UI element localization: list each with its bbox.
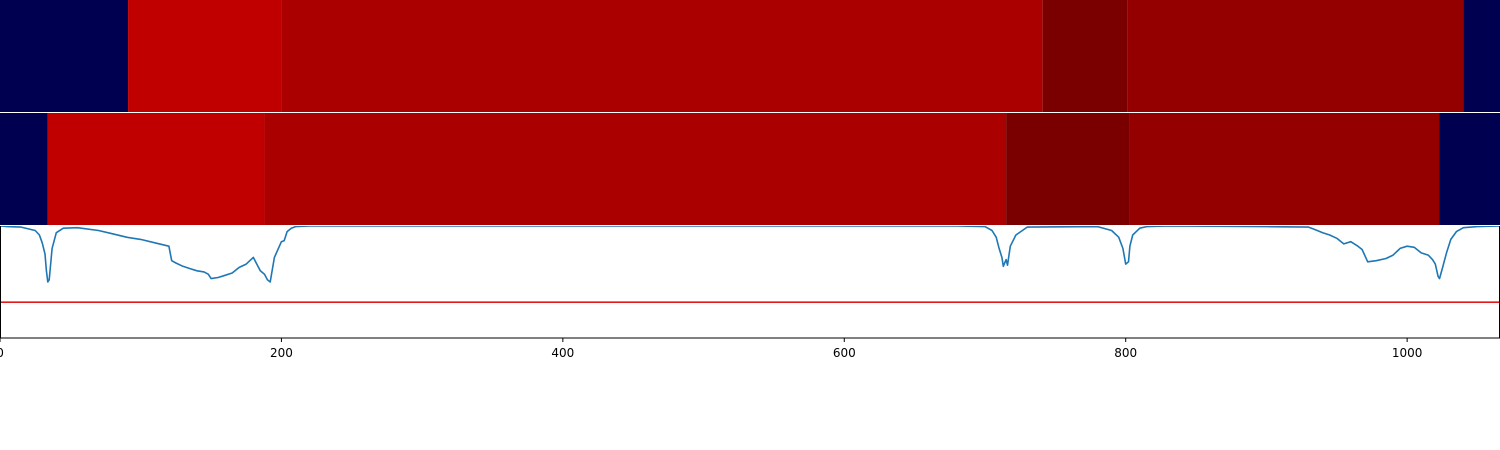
heatmap-1-segment-3 (281, 0, 1043, 112)
heatmap-1-segment-2 (128, 0, 282, 112)
line-plot-panel (0, 225, 1500, 339)
heatmap-track-2 (0, 113, 1500, 225)
x-tick-label: 1000 (1392, 346, 1423, 360)
heatmap-2-segment-6 (1439, 113, 1500, 225)
heatmap-track-1 (0, 0, 1500, 112)
heatmap-1-segment-4 (1042, 0, 1128, 112)
x-axis: 0 200 400 600 800 1000 (0, 338, 1422, 360)
line-series-1 (0, 225, 1500, 283)
heatmap-1-segment-6 (1463, 0, 1500, 112)
heatmap-1-segment-1 (0, 0, 129, 112)
heatmap-2-segment-2 (47, 113, 265, 225)
x-tick-label: 400 (551, 346, 574, 360)
x-tick-label: 600 (833, 346, 856, 360)
heatmap-2-segment-1 (0, 113, 48, 225)
heatmap-2-segment-3 (264, 113, 1007, 225)
line-plot-background (0, 226, 1500, 338)
heatmap-2-segment-4 (1006, 113, 1130, 225)
heatmap-1-segment-5 (1127, 0, 1464, 112)
x-tick-label: 0 (0, 346, 4, 360)
heatmap-2-segment-5 (1129, 113, 1440, 225)
x-tick-label: 200 (270, 346, 293, 360)
x-tick-label: 800 (1114, 346, 1137, 360)
